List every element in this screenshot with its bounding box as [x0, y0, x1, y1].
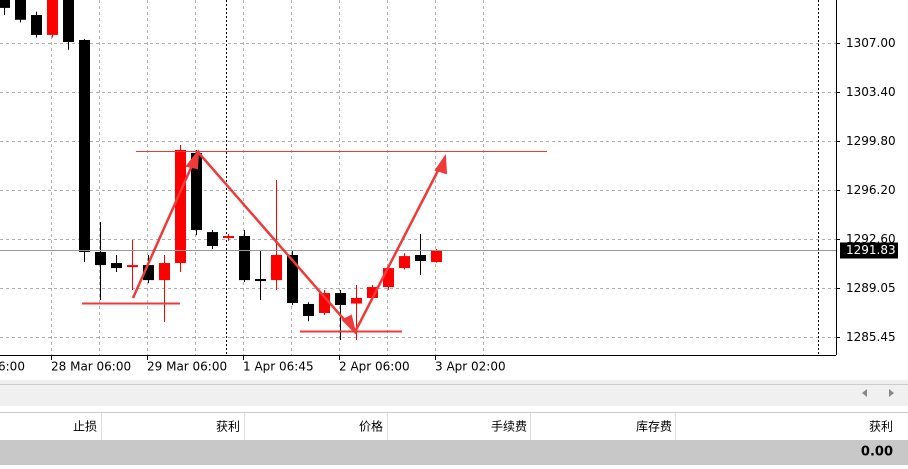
x-tick-label: 3 Apr 02:00: [435, 360, 506, 374]
x-tick-label: 6:00: [0, 360, 25, 374]
arrow-head: [185, 148, 200, 170]
candle-body: [79, 39, 90, 252]
x-tick-label: 2 Apr 06:00: [339, 360, 410, 374]
current-price-label: 1291.83: [846, 243, 896, 257]
candle-body: [95, 251, 106, 266]
column-header[interactable]: 价格: [359, 419, 383, 434]
trend-path: [131, 149, 447, 335]
candle-body: [207, 232, 218, 246]
column-header[interactable]: 库存费: [636, 419, 672, 434]
candle-body: [127, 265, 138, 268]
candle-body: [223, 236, 234, 239]
candle-body: [31, 15, 42, 35]
y-tick-label: 1307.00: [846, 36, 896, 50]
x-tick-label: 28 Mar 06:00: [51, 360, 131, 374]
candle-body: [383, 268, 394, 288]
candle-body: [415, 254, 426, 261]
current-price-box: [840, 242, 898, 259]
column-header[interactable]: 止损: [73, 420, 97, 434]
candle-body: [143, 265, 154, 281]
column-header[interactable]: 获利: [869, 420, 893, 434]
candle-body: [15, 0, 26, 20]
candle-body: [111, 263, 122, 269]
candle-body: [175, 149, 186, 264]
x-tick-label: 29 Mar 06:00: [147, 360, 227, 374]
table-header: [0, 412, 908, 440]
candle-body: [63, 0, 74, 43]
candle-body: [255, 279, 266, 282]
column-header[interactable]: 手续费: [491, 420, 527, 434]
total-row: [0, 440, 908, 465]
candle-body: [239, 236, 250, 281]
drawing-objects: [82, 148, 547, 336]
candle-body: [159, 263, 170, 281]
y-tick-label: 1289.05: [846, 281, 896, 295]
y-tick-label: 1285.45: [846, 330, 896, 344]
column-header[interactable]: 获利: [216, 420, 240, 434]
candle-body: [319, 293, 330, 313]
candle-body: [367, 287, 378, 298]
candle-body: [431, 250, 442, 263]
candle-body: [0, 0, 10, 8]
candle-body: [335, 293, 346, 306]
candle-body: [47, 0, 58, 35]
axis-labels: 1307.001303.401299.801296.201292.601289.…: [0, 36, 898, 374]
scroll-right[interactable]: [889, 389, 894, 397]
x-tick-label: 1 Apr 06:45: [243, 360, 314, 374]
candle-body: [271, 254, 282, 281]
y-tick-label: 1303.40: [846, 85, 896, 99]
total-value: 0.00: [861, 445, 893, 460]
candle-body: [191, 152, 202, 231]
scrollbar[interactable]: [0, 380, 908, 406]
candle-body: [287, 254, 298, 304]
candle-body: [303, 303, 314, 316]
scroll-left[interactable]: [862, 389, 867, 397]
y-tick-label: 1296.20: [846, 183, 896, 197]
y-tick-label: 1299.80: [846, 134, 896, 148]
candle-body: [399, 256, 410, 269]
arrow-head: [434, 154, 448, 175]
candle-body: [351, 297, 362, 304]
chart-background: [0, 0, 908, 380]
plot-area: [0, 0, 836, 355]
arrow-head: [341, 314, 357, 336]
